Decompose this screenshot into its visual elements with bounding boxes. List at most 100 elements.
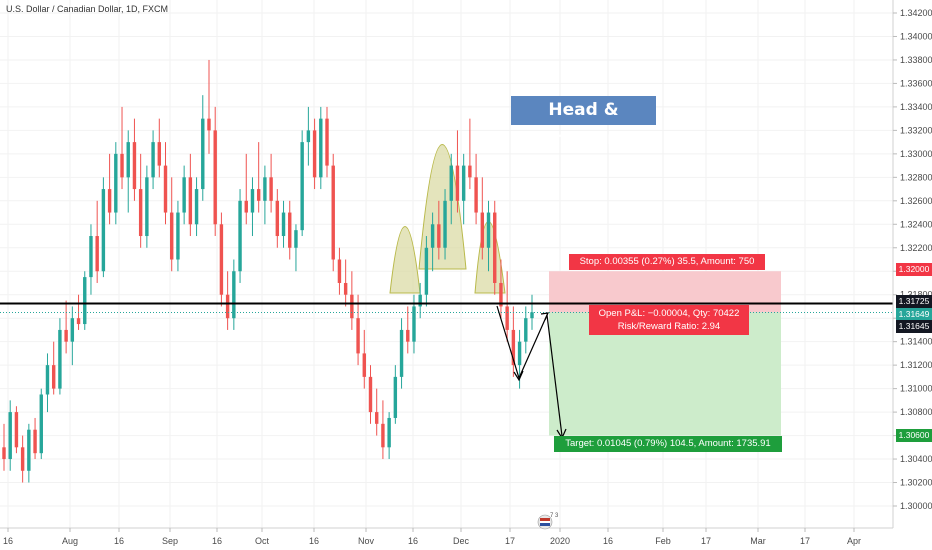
candle-body xyxy=(207,118,211,131)
candle-body xyxy=(517,341,522,366)
current-price-tag: 1.31645 xyxy=(896,320,932,333)
candle-body xyxy=(194,189,199,225)
candle-body xyxy=(64,329,68,342)
y-tick-label: 1.33400 xyxy=(900,102,932,112)
x-tick-label: Feb xyxy=(655,536,671,546)
head-shoulders-pattern xyxy=(389,144,506,294)
x-tick-label: Dec xyxy=(453,536,470,546)
y-tick-label: 1.32200 xyxy=(900,243,932,253)
y-tick-label: 1.33200 xyxy=(900,125,932,135)
candle-body xyxy=(455,165,460,201)
candle-body xyxy=(238,200,242,272)
y-tick-label: 1.31000 xyxy=(900,384,932,394)
candle-body xyxy=(157,142,162,166)
candle-body xyxy=(225,294,230,319)
candle-body xyxy=(138,189,143,237)
pattern-title-badge: Head & Sholders xyxy=(511,96,656,149)
y-tick-label: 1.30200 xyxy=(900,478,932,488)
x-tick-label: 17 xyxy=(701,536,711,546)
candle-body xyxy=(275,200,280,237)
chart-title: U.S. Dollar / Canadian Dollar, 1D, FXCM xyxy=(6,4,169,14)
candle-body xyxy=(45,365,50,395)
candle-body xyxy=(281,212,286,237)
candle-body xyxy=(120,153,124,178)
x-tick-label: 2020 xyxy=(550,536,570,546)
candle-body xyxy=(393,376,398,418)
x-tick-label: 16 xyxy=(3,536,13,546)
candle-body xyxy=(530,312,534,319)
candle-body xyxy=(461,165,466,201)
stop-label: Stop: 0.00355 (0.27%) 35.5, Amount: 750 xyxy=(569,254,765,270)
y-tick-label: 1.33600 xyxy=(900,78,932,88)
candle-body xyxy=(182,177,186,213)
candle-body xyxy=(443,200,447,248)
candle-body xyxy=(83,277,87,325)
candle-body xyxy=(89,236,93,278)
candle-body xyxy=(430,224,435,248)
x-tick-label: 16 xyxy=(603,536,613,546)
projection-arrows xyxy=(496,305,567,440)
candle-body xyxy=(294,230,298,248)
candles xyxy=(2,59,534,483)
candle-body xyxy=(319,118,323,178)
candle-body xyxy=(39,394,43,454)
candle-body xyxy=(70,318,75,342)
candle-body xyxy=(219,224,224,295)
candle-body xyxy=(356,318,360,354)
x-axis: 16 Aug 16 Sep 16 Oct 16 Nov 16 Dec 17 2020 16 Feb 17 Ma… xyxy=(0,527,893,546)
candle-body xyxy=(474,177,478,213)
y-tick-label: 1.31800 xyxy=(900,290,932,300)
y-tick-label: 1.31200 xyxy=(900,360,932,370)
target-label: Target: 0.01045 (0.79%) 104.5, Amount: 1… xyxy=(554,436,782,452)
x-tick-label: 16 xyxy=(114,536,124,546)
candle-body xyxy=(368,376,373,413)
candle-body xyxy=(350,294,354,319)
x-tick-label: 16 xyxy=(408,536,418,546)
candle-body xyxy=(387,417,391,448)
candle-body xyxy=(331,165,335,260)
candle-body xyxy=(244,200,248,213)
candle-body xyxy=(201,118,205,190)
projection-path xyxy=(496,305,563,437)
candle-body xyxy=(499,282,503,307)
arrow-head-low xyxy=(513,370,524,382)
candle-body xyxy=(232,271,236,319)
candle-body xyxy=(176,212,180,260)
pnl-label: Open P&L: −0.00004, Qty: 70422 Risk/Rewa… xyxy=(589,305,749,335)
event-flag-icon[interactable]: 7 3 xyxy=(533,512,559,532)
candle-body xyxy=(114,153,118,213)
candle-body xyxy=(449,165,453,201)
x-tick-label: 16 xyxy=(212,536,222,546)
candle-body xyxy=(145,177,149,237)
candle-body xyxy=(374,412,379,424)
candle-body xyxy=(468,165,472,178)
candle-body xyxy=(300,142,304,231)
candle-body xyxy=(486,212,491,248)
candle-body xyxy=(343,282,348,295)
y-tick-label: 1.30800 xyxy=(900,407,932,417)
position-zones xyxy=(549,271,781,436)
arrow-head-up xyxy=(540,312,549,321)
x-tick-label: 17 xyxy=(505,536,515,546)
x-tick-label: 17 xyxy=(800,536,810,546)
candle-body xyxy=(2,447,6,460)
candle-body xyxy=(493,212,497,283)
y-tick-label: 1.32800 xyxy=(900,172,932,182)
candle-body xyxy=(524,318,528,342)
left-shoulder xyxy=(389,226,421,294)
candle-body xyxy=(58,329,62,389)
x-tick-label: Sep xyxy=(162,536,178,546)
candle-body xyxy=(76,318,81,325)
candle-body xyxy=(381,423,385,448)
candle-body xyxy=(325,118,329,166)
candle-body xyxy=(511,329,516,366)
candle-body xyxy=(213,130,217,225)
candle-body xyxy=(412,306,416,342)
y-tick-label: 1.33000 xyxy=(900,149,932,159)
candle-body xyxy=(399,329,404,377)
candle-body xyxy=(163,165,168,213)
x-tick-label: Apr xyxy=(847,536,861,546)
candle-body xyxy=(269,177,273,201)
candle-body xyxy=(418,294,422,307)
